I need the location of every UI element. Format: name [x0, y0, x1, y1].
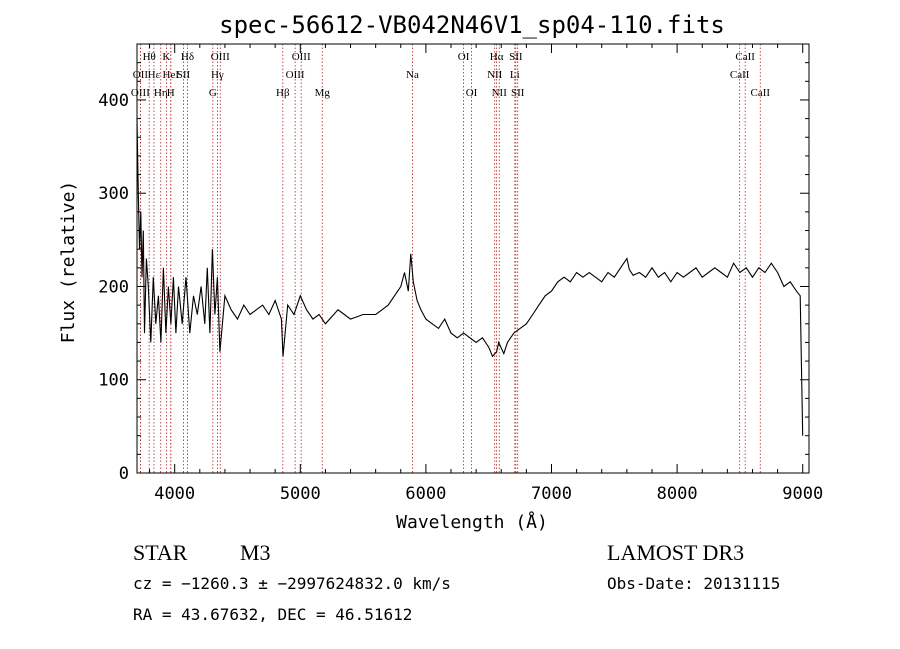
- survey-name: LAMOST DR3: [607, 540, 744, 565]
- coordinates: RA = 43.67632, DEC = 46.51612: [133, 605, 412, 624]
- line-marker-label: OIII: [211, 51, 230, 63]
- object-class: STAR: [133, 540, 188, 565]
- y-axis-ticks: 0 100 200 300 400: [98, 62, 809, 484]
- line-marker-label: CaII: [735, 51, 755, 63]
- line-marker-label: SII: [509, 51, 523, 63]
- x-tick-label: 9000: [782, 484, 823, 504]
- line-marker-label: Hη: [154, 87, 168, 99]
- line-marker-label: Hα: [490, 51, 504, 63]
- spectral-line-markers: [139, 44, 761, 473]
- line-marker-label: Na: [406, 69, 419, 81]
- x-tick-label: 6000: [405, 484, 446, 504]
- line-marker-label: HeI: [163, 69, 180, 81]
- x-axis-ticks: 4000 5000 6000 7000 8000 9000: [149, 44, 823, 504]
- line-marker-label: OIII: [286, 69, 305, 81]
- line-marker-label: OIII: [292, 51, 311, 63]
- line-marker-label: NII: [487, 69, 503, 81]
- plot-frame: [136, 43, 810, 474]
- y-tick-label: 200: [98, 277, 129, 297]
- chart-title: spec-56612-VB042N46V1_sp04-110.fits: [219, 11, 725, 39]
- line-marker-label: Hθ: [143, 51, 156, 63]
- x-tick-label: 7000: [531, 484, 572, 504]
- line-marker-label: OI: [466, 87, 478, 99]
- spectrum-line: [136, 118, 804, 436]
- line-marker-label: CaII: [730, 69, 750, 81]
- x-tick-label: 5000: [280, 484, 321, 504]
- line-marker-label: Hδ: [181, 51, 194, 63]
- line-marker-label: Mg: [315, 87, 331, 99]
- x-tick-label: 8000: [657, 484, 698, 504]
- y-tick-label: 400: [98, 91, 129, 111]
- observation-date: Obs-Date: 20131115: [607, 574, 780, 593]
- line-marker-label: Hβ: [276, 87, 290, 99]
- line-marker-label: Hε: [148, 69, 161, 81]
- line-marker-label: H: [167, 87, 175, 99]
- line-marker-label: NII: [492, 87, 508, 99]
- y-tick-label: 300: [98, 184, 129, 204]
- redshift-info: cz = −1260.3 ± −2997624832.0 km/s: [133, 574, 451, 593]
- line-marker-label: SII: [177, 69, 191, 81]
- y-tick-label: 0: [119, 464, 129, 484]
- object-subclass: M3: [240, 540, 271, 565]
- line-marker-label: OI: [458, 51, 470, 63]
- line-marker-label: K: [162, 51, 170, 63]
- y-tick-label: 100: [98, 371, 129, 391]
- line-marker-label: Hγ: [211, 69, 224, 81]
- line-marker-label: Li: [510, 69, 520, 81]
- line-marker-label: CaII: [750, 87, 770, 99]
- x-tick-label: 4000: [154, 484, 195, 504]
- y-axis-label: Flux (relative): [58, 181, 79, 344]
- line-marker-label: G: [209, 87, 217, 99]
- line-marker-label: OII: [133, 69, 149, 81]
- line-marker-label: SII: [511, 87, 525, 99]
- line-marker-label: OIII: [131, 87, 150, 99]
- x-axis-label: Wavelength (Å): [396, 511, 548, 533]
